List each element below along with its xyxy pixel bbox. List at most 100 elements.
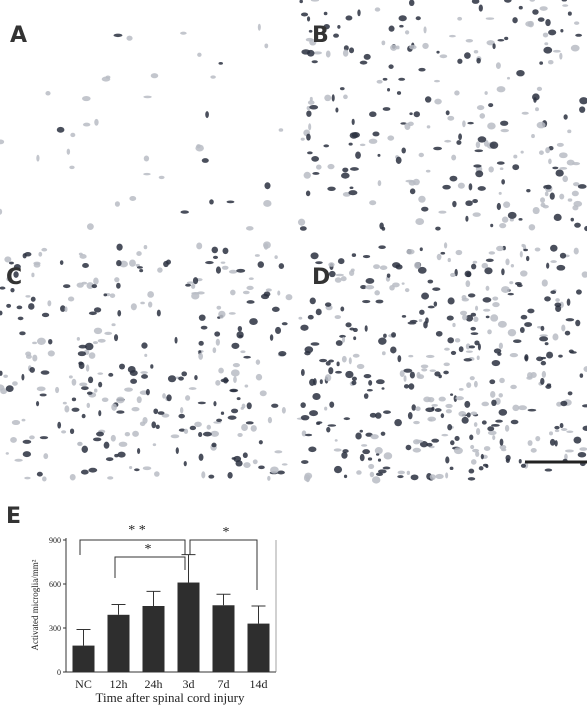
cell bbox=[378, 459, 381, 462]
cell bbox=[466, 280, 471, 287]
cell bbox=[426, 355, 435, 358]
micrographs bbox=[0, 0, 587, 484]
cell bbox=[389, 285, 395, 291]
cell bbox=[464, 401, 470, 408]
cell bbox=[575, 320, 580, 326]
cell bbox=[376, 453, 379, 455]
cell bbox=[201, 326, 208, 330]
cell bbox=[486, 286, 490, 291]
cell bbox=[563, 114, 567, 119]
cell bbox=[299, 0, 303, 3]
cell bbox=[195, 145, 203, 152]
cell bbox=[203, 432, 212, 437]
cell bbox=[34, 263, 41, 268]
cell bbox=[143, 466, 152, 470]
cell bbox=[438, 211, 446, 214]
cell bbox=[477, 356, 480, 361]
cell bbox=[574, 437, 582, 444]
cell bbox=[341, 173, 350, 179]
cell bbox=[553, 50, 561, 53]
cell bbox=[218, 62, 222, 65]
cell bbox=[351, 380, 356, 385]
cell bbox=[258, 465, 265, 469]
cell bbox=[527, 309, 534, 314]
cell bbox=[492, 435, 495, 440]
cell bbox=[218, 368, 224, 374]
panel-label: A bbox=[10, 23, 27, 48]
cell bbox=[431, 404, 438, 407]
cell bbox=[94, 119, 98, 126]
significance-bracket bbox=[115, 557, 185, 578]
cell bbox=[344, 417, 350, 420]
cell bbox=[309, 410, 318, 416]
cell bbox=[486, 259, 494, 262]
cell bbox=[403, 369, 412, 373]
cell bbox=[540, 6, 548, 11]
cell bbox=[474, 340, 479, 345]
cell bbox=[221, 379, 229, 383]
cell bbox=[93, 277, 99, 284]
cell bbox=[482, 263, 488, 269]
cell bbox=[434, 301, 438, 306]
cell bbox=[428, 397, 435, 402]
cell bbox=[565, 449, 574, 452]
cell bbox=[499, 192, 502, 195]
cell bbox=[236, 269, 245, 273]
cell bbox=[311, 156, 319, 162]
cell bbox=[365, 325, 368, 331]
cell bbox=[38, 252, 42, 257]
cell bbox=[216, 306, 221, 310]
cell bbox=[512, 164, 519, 170]
cell bbox=[326, 50, 331, 57]
cell bbox=[555, 298, 560, 302]
cell bbox=[117, 452, 125, 458]
cell bbox=[501, 286, 510, 293]
x-tick-label: 24h bbox=[145, 677, 163, 691]
cell bbox=[227, 472, 232, 479]
cell bbox=[373, 264, 380, 269]
cell bbox=[466, 39, 473, 42]
cell bbox=[207, 425, 211, 430]
cell bbox=[0, 371, 3, 376]
cell bbox=[421, 293, 429, 300]
cell bbox=[431, 439, 439, 443]
cell bbox=[119, 364, 125, 370]
cell bbox=[274, 255, 277, 259]
cell bbox=[345, 371, 353, 378]
cell bbox=[381, 40, 385, 45]
cell bbox=[545, 185, 551, 190]
cell bbox=[382, 351, 386, 355]
cell bbox=[0, 209, 2, 215]
error-bar bbox=[182, 555, 196, 583]
cell bbox=[21, 374, 24, 381]
cell bbox=[378, 245, 385, 249]
cell bbox=[408, 383, 414, 389]
cell bbox=[235, 460, 242, 466]
cell bbox=[510, 353, 518, 357]
cell bbox=[93, 341, 98, 344]
cell bbox=[41, 248, 47, 252]
cell bbox=[337, 25, 340, 29]
cell bbox=[82, 96, 91, 101]
cell bbox=[366, 278, 375, 284]
cell bbox=[430, 474, 436, 480]
cell bbox=[341, 276, 347, 281]
cell bbox=[539, 150, 544, 155]
cell bbox=[524, 322, 532, 327]
cell bbox=[323, 144, 329, 147]
cell bbox=[409, 112, 412, 115]
cell bbox=[402, 315, 406, 318]
cell bbox=[79, 253, 83, 256]
cell bbox=[557, 143, 564, 147]
cell bbox=[308, 447, 316, 453]
cell bbox=[408, 355, 413, 358]
cell bbox=[228, 415, 237, 419]
y-tick-label: 900 bbox=[49, 536, 61, 545]
cell bbox=[500, 167, 504, 170]
cell bbox=[201, 471, 205, 478]
cell bbox=[202, 158, 209, 163]
cell bbox=[438, 375, 442, 379]
cell bbox=[113, 34, 122, 38]
cell bbox=[327, 187, 335, 191]
cell bbox=[209, 199, 214, 204]
